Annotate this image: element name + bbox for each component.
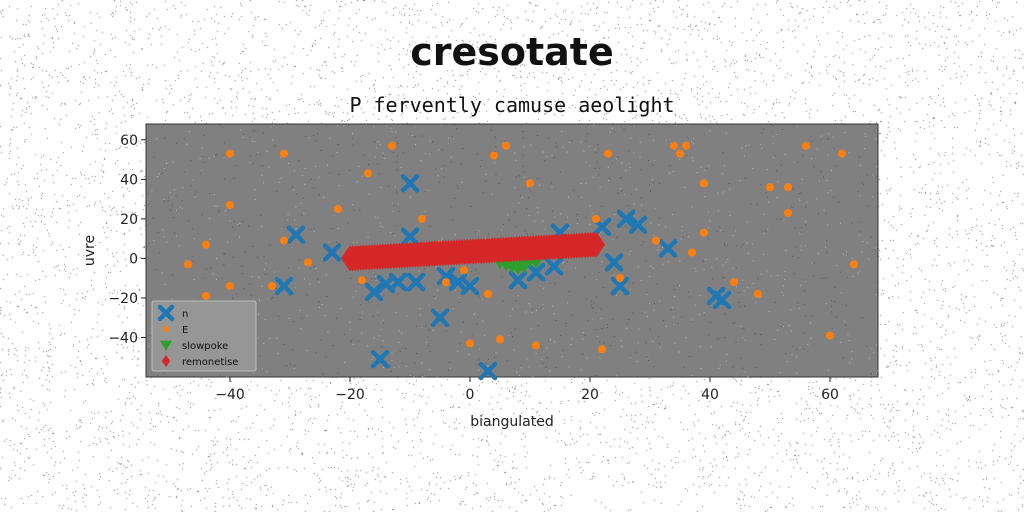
legend-box — [151, 300, 257, 372]
series-e-point — [766, 183, 774, 192]
legend-marker-e — [163, 326, 169, 332]
series-e-point — [442, 278, 450, 287]
y-tick-label: 60 — [120, 133, 138, 149]
series-e-point — [184, 260, 192, 269]
series-e-point — [304, 258, 312, 267]
series-n-point — [616, 209, 636, 229]
series-e-point — [202, 291, 210, 300]
series-e-point — [226, 201, 234, 210]
series-remonetise-point — [586, 231, 606, 258]
legend-label-slowpoke: slowpoke — [182, 341, 228, 352]
series-e-point — [784, 183, 792, 192]
series-e-point — [388, 141, 396, 150]
x-tick-label: 0 — [466, 387, 475, 403]
series-slowpoke-point — [529, 257, 543, 270]
series-e-point — [484, 289, 492, 298]
series-n-point — [436, 266, 456, 286]
x-tick-label: 40 — [701, 387, 719, 403]
series-n-point — [658, 239, 678, 258]
series-e-point — [532, 341, 540, 350]
legend-label-n: n — [182, 309, 188, 320]
y-tick-label: 40 — [120, 172, 138, 188]
series-n-point — [388, 272, 408, 292]
series-e-point — [682, 141, 690, 150]
series-e-point — [754, 289, 762, 298]
page-title: cresotate — [410, 30, 614, 74]
x-tick-label: 60 — [821, 387, 839, 403]
series-e-point — [700, 179, 708, 188]
series-n-point — [400, 174, 420, 193]
series-e-point — [496, 335, 504, 344]
y-tick-label: 20 — [120, 212, 138, 228]
series-n-point — [478, 361, 498, 381]
legend-marker-remonetise — [161, 355, 171, 367]
series-e-point — [466, 339, 474, 348]
series-e-point — [280, 149, 288, 158]
series-e-point — [226, 149, 234, 158]
series-e-point — [364, 169, 372, 178]
chart-title: P fervently camuse aeolight — [349, 93, 674, 117]
y-axis-label: uvre — [82, 235, 98, 266]
series-e-point — [592, 214, 600, 223]
series-e-point — [418, 214, 426, 223]
series-n-point — [430, 308, 450, 327]
series-e-point — [268, 282, 276, 291]
series-n-point — [364, 282, 384, 302]
series-e-point — [490, 151, 498, 160]
y-tick-label: −40 — [108, 330, 138, 346]
series-e-point — [688, 248, 696, 257]
series-n-point — [286, 225, 306, 244]
series-n-point — [610, 276, 630, 296]
series-e-point — [652, 236, 660, 245]
series-e-point — [526, 179, 534, 188]
series-n-point — [406, 272, 426, 292]
y-tick-label: −20 — [108, 291, 138, 307]
series-n-point — [400, 227, 420, 246]
series-n-point — [628, 215, 648, 235]
series-slowpoke-point — [517, 261, 531, 274]
series-e-point — [280, 236, 288, 245]
series-n-point — [322, 243, 342, 262]
x-tick-label: −20 — [335, 387, 365, 403]
series-e-point — [358, 276, 366, 285]
y-tick-label: 0 — [129, 251, 138, 267]
series-e-point — [202, 240, 210, 249]
series-n-point — [544, 257, 564, 276]
series-e-point — [826, 331, 834, 340]
legend-label-remonetise: remonetise — [182, 357, 238, 368]
series-e-point — [730, 278, 738, 287]
series-n-point — [712, 290, 732, 310]
series-e-point — [604, 149, 612, 158]
series-e-point — [700, 228, 708, 237]
series-n-point — [370, 349, 390, 369]
series-e-point — [802, 141, 810, 150]
series-e-point — [838, 149, 846, 158]
x-axis-label: biangulated — [470, 414, 553, 430]
series-e-point — [850, 260, 858, 269]
series-e-point — [226, 282, 234, 291]
plot-noise — [147, 124, 879, 378]
series-e-point — [670, 141, 678, 150]
series-e-point — [784, 208, 792, 217]
legend-marker-n — [157, 304, 175, 322]
series-n-point — [526, 262, 546, 282]
series-e-point — [598, 345, 606, 354]
series-n-point — [460, 276, 480, 296]
series-n-point — [508, 270, 528, 290]
legend-label-e: E — [182, 325, 188, 336]
series-n-point — [274, 276, 294, 296]
x-tick-label: −40 — [215, 387, 245, 403]
series-e-point — [502, 141, 510, 150]
series-e-point — [460, 266, 468, 275]
series-n-point — [604, 253, 624, 272]
series-e-point — [676, 149, 684, 158]
legend-marker-slowpoke — [160, 340, 172, 351]
series-e-point — [334, 204, 342, 213]
x-tick-label: 20 — [581, 387, 599, 403]
series-e-point — [616, 274, 624, 283]
